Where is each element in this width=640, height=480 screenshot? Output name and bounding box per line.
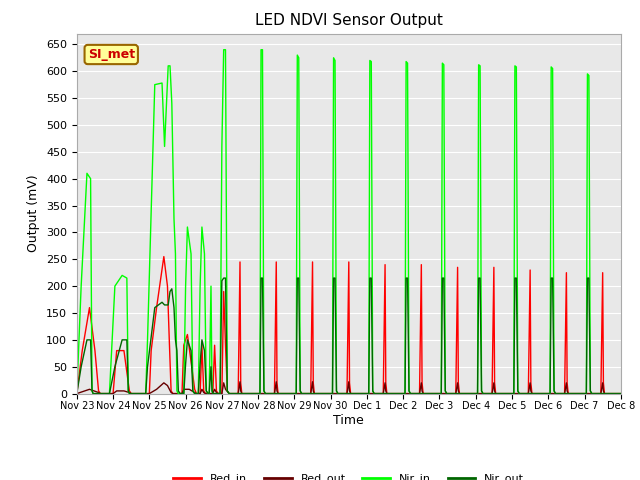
Y-axis label: Output (mV): Output (mV)	[28, 175, 40, 252]
Text: SI_met: SI_met	[88, 48, 135, 61]
Title: LED NDVI Sensor Output: LED NDVI Sensor Output	[255, 13, 443, 28]
Legend: Red_in, Red_out, Nir_in, Nir_out: Red_in, Red_out, Nir_in, Nir_out	[169, 469, 529, 480]
X-axis label: Time: Time	[333, 414, 364, 427]
